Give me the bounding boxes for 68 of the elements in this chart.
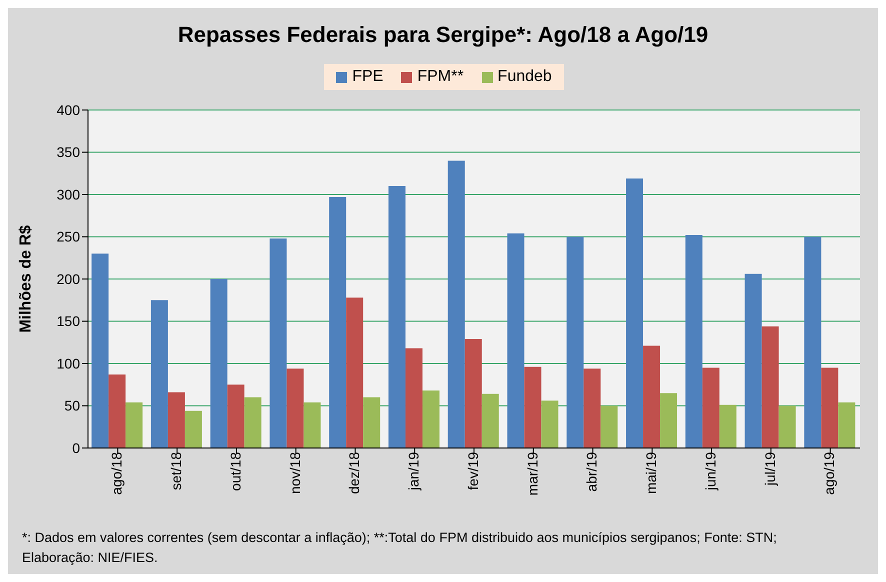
y-tick-label: 150 [56,313,80,330]
y-tick-label: 50 [64,398,80,414]
bar [482,394,499,448]
bar [150,300,168,448]
legend-label: FPM** [416,68,464,86]
bar [405,348,422,448]
y-tick-label: 400 [56,102,80,118]
bar [660,393,678,448]
bar [270,238,287,448]
bar [838,402,856,448]
chart-title: Repasses Federais para Sergipe*: Ago/18 a Ago/19 [176,22,710,48]
bar [600,406,618,448]
bar [778,406,796,448]
bar [422,390,440,448]
bar [685,235,702,448]
bar [702,368,720,448]
legend-label: FPE [351,68,384,86]
bar [363,397,380,448]
x-tick-label: fev/19 [464,452,481,490]
x-tick-label: jun/19 [702,452,718,492]
bar [92,254,109,448]
bar [464,338,482,448]
bar [804,236,822,448]
x-tick-label: ago/18 [108,452,125,495]
bar [762,326,779,448]
x-tick-label: dez/18 [346,452,362,494]
y-tick-label: 350 [56,144,80,160]
bar [346,298,364,448]
bar [286,368,304,448]
bar [719,404,736,448]
x-tick-label: ago/19 [821,452,838,495]
y-tick-label: 100 [56,355,80,372]
legend-label: Fundeb [496,68,552,86]
x-tick-label: mai/19 [643,452,660,494]
bar [744,274,762,448]
bar [643,346,660,448]
bar [184,410,202,448]
bar [524,366,542,448]
bar [507,233,524,448]
bar [541,400,558,448]
bar [626,178,644,448]
x-tick-label: out/18 [227,452,244,491]
bar [126,402,143,448]
y-axis-title: Milhões de R$ [18,225,35,333]
x-tick-label: jul/19 [762,452,778,486]
bar [821,368,838,448]
bar [448,160,465,448]
y-tick-label: 200 [56,270,80,287]
bar [244,397,262,448]
x-tick-label: mar/19 [524,452,540,496]
x-tick-label: jan/19 [406,452,422,492]
bar [168,392,185,448]
bar [388,186,406,448]
bar [304,402,321,448]
text: Elaboração: NIE/FIES. [22,549,159,567]
bar [108,374,126,448]
bar [227,384,244,448]
y-tick-label: 0 [72,440,80,456]
y-tick-label: 300 [56,186,80,202]
bar [210,279,228,448]
bar [329,197,346,448]
x-tick-label: nov/18 [286,452,303,494]
x-tick-label: set/18 [168,452,184,490]
text: *: Dados em valores correntes (sem descontar a inflação); **:Total do FPM distribuido aos municípios sergipanos; Fonte: STN; [22,529,777,547]
x-tick-label: abr/19 [584,452,600,492]
bar [584,368,601,448]
bar [566,236,584,448]
y-tick-label: 250 [56,228,80,245]
